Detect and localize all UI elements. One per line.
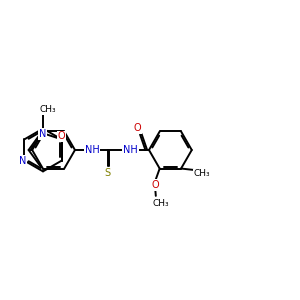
Text: N: N	[19, 156, 27, 166]
Text: N: N	[39, 129, 46, 139]
Text: S: S	[105, 168, 111, 178]
Text: CH₃: CH₃	[194, 169, 210, 178]
Text: CH₃: CH₃	[153, 199, 169, 208]
Text: O: O	[152, 180, 159, 190]
Text: CH₃: CH₃	[40, 105, 56, 114]
Text: O: O	[133, 123, 141, 133]
Text: O: O	[58, 131, 65, 141]
Text: NH: NH	[85, 145, 99, 155]
Text: NH: NH	[123, 145, 138, 155]
